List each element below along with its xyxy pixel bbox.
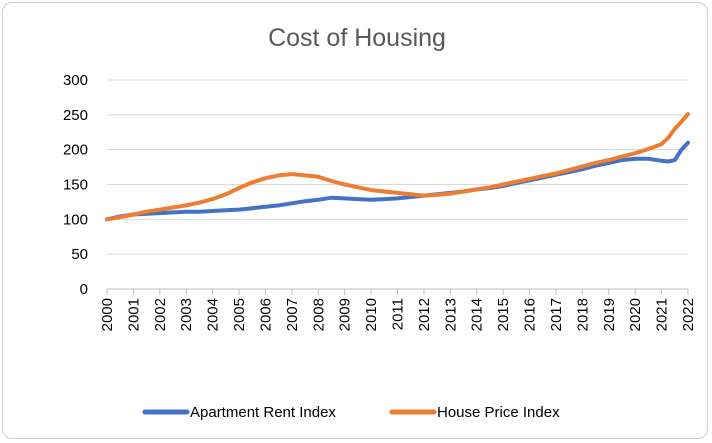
chart-frame [2,2,708,439]
x-tick-label: 2018 [574,298,591,331]
x-tick-label: 2016 [522,298,539,331]
x-tick-label: 2001 [125,298,142,331]
x-axis-ticks: 2000 2001 2002 2003 2004 2005 2006 2007 2008 2009… [99,289,697,331]
x-tick-label: 2002 [152,298,169,331]
x-tick-label: 2007 [284,298,301,331]
y-tick-label: 50 [71,246,88,263]
y-tick-label: 150 [63,177,88,194]
series-line-house-price-index [105,112,690,222]
gridlines [107,79,688,290]
legend-label-house-price: House Price Index [437,404,560,421]
x-tick-label: 2010 [363,298,380,331]
x-tick-label: 2017 [548,298,565,331]
x-tick-label: 2022 [680,298,697,331]
x-tick-label: 2005 [231,298,248,331]
x-tick-label: 2004 [205,298,222,331]
x-tick-label: 2012 [416,298,433,331]
x-tick-label: 2013 [442,298,459,331]
legend-label-apartment-rent: Apartment Rent Index [190,404,336,421]
x-tick-label: 2019 [601,298,618,331]
y-tick-label: 200 [63,142,88,159]
y-tick-label: 0 [80,281,88,298]
legend: Apartment Rent Index House Price Index [142,404,560,421]
y-tick-label: 100 [63,211,88,228]
y-tick-label: 250 [63,107,88,124]
x-tick-label: 2021 [654,298,671,331]
x-tick-label: 2014 [469,298,486,331]
x-tick-label: 2003 [178,298,195,331]
x-tick-label: 2008 [310,298,327,331]
x-tick-label: 2020 [627,298,644,331]
x-tick-label: 2009 [337,298,354,331]
series-lines [105,112,690,222]
y-tick-label: 300 [63,72,88,89]
x-tick-label: 2011 [390,298,407,330]
series-line-apartment-rent-index [105,140,690,222]
x-tick-label: 2015 [495,298,512,331]
x-tick-label: 2000 [99,298,116,331]
y-axis-ticks: 0 50 100 150 200 250 300 [63,72,88,298]
chart-title: Cost of Housing [268,24,446,52]
x-tick-label: 2006 [257,298,274,331]
